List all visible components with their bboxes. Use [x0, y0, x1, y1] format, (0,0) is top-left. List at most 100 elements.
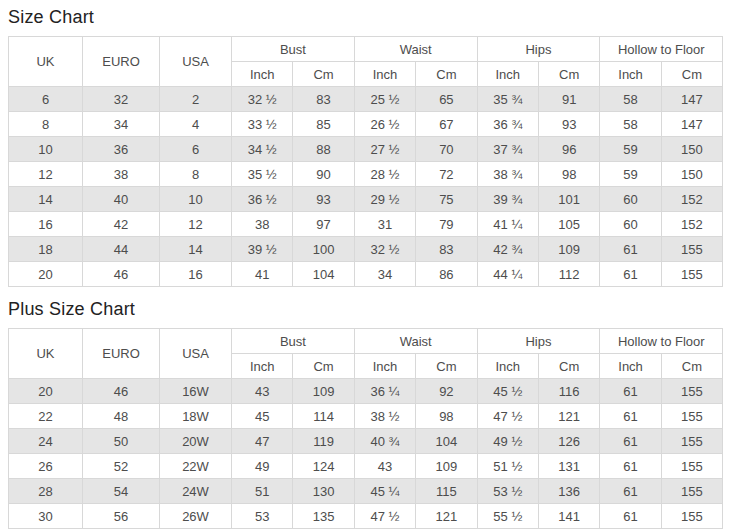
cell: 130 [293, 479, 354, 504]
cell: 20 [9, 262, 83, 287]
cell: 52 [83, 454, 160, 479]
cell: 90 [293, 162, 354, 187]
cell: 61 [600, 479, 661, 504]
table-row: 305626W5313547 ½12155 ½14161155 [9, 504, 723, 529]
cell: 27 ½ [354, 137, 415, 162]
cell: 141 [538, 504, 599, 529]
plus-size-chart-table: UKEUROUSABustWaistHipsHollow to FloorInc… [8, 328, 723, 529]
cell: 20 [9, 379, 83, 404]
cell: 41 [232, 262, 293, 287]
cell: 36 ½ [232, 187, 293, 212]
unit-header: Cm [661, 62, 722, 87]
cell: 47 [232, 429, 293, 454]
cell: 61 [600, 454, 661, 479]
cell: 22 [9, 404, 83, 429]
cell: 147 [661, 112, 722, 137]
table-row: 285424W5113045 ¼11553 ½13661155 [9, 479, 723, 504]
cell: 61 [600, 262, 661, 287]
cell: 67 [416, 112, 477, 137]
cell: 32 ½ [354, 237, 415, 262]
group-header: Bust [232, 37, 355, 62]
cell: 155 [661, 504, 722, 529]
cell: 147 [661, 87, 722, 112]
cell: 98 [538, 162, 599, 187]
cell: 26W [160, 504, 232, 529]
unit-header: Inch [477, 62, 538, 87]
table-row: 1642123897317941 ¼10560152 [9, 212, 723, 237]
cell: 29 ½ [354, 187, 415, 212]
table-row: 1036634 ½8827 ½7037 ¾9659150 [9, 137, 723, 162]
cell: 34 [83, 112, 160, 137]
cell: 93 [538, 112, 599, 137]
cell: 61 [600, 379, 661, 404]
cell: 10 [160, 187, 232, 212]
cell: 16 [9, 212, 83, 237]
cell: 83 [416, 237, 477, 262]
unit-header: Cm [538, 354, 599, 379]
cell: 12 [160, 212, 232, 237]
cell: 42 [83, 212, 160, 237]
cell: 92 [416, 379, 477, 404]
cell: 6 [9, 87, 83, 112]
plus-size-chart-section: Plus Size Chart UKEUROUSABustWaistHipsHo… [8, 298, 722, 529]
cell: 45 ½ [477, 379, 538, 404]
cell: 155 [661, 479, 722, 504]
cell: 152 [661, 187, 722, 212]
cell: 6 [160, 137, 232, 162]
cell: 34 [354, 262, 415, 287]
size-chart-table: UKEUROUSABustWaistHipsHollow to FloorInc… [8, 36, 723, 287]
table-body: 204616W4310936 ¼9245 ½11661155224818W451… [9, 379, 723, 529]
cell: 36 ¾ [477, 112, 538, 137]
group-header: Hips [477, 37, 600, 62]
cell: 104 [416, 429, 477, 454]
cell: 91 [538, 87, 599, 112]
cell: 96 [538, 137, 599, 162]
cell: 46 [83, 262, 160, 287]
cell: 124 [293, 454, 354, 479]
column-header: EURO [83, 329, 160, 379]
cell: 131 [538, 454, 599, 479]
cell: 45 ¼ [354, 479, 415, 504]
cell: 58 [600, 112, 661, 137]
cell: 54 [83, 479, 160, 504]
group-header: Waist [354, 37, 477, 62]
header-row-groups: UKEUROUSABustWaistHipsHollow to Floor [9, 329, 723, 354]
column-header: USA [160, 37, 232, 87]
cell: 49 [232, 454, 293, 479]
column-header: USA [160, 329, 232, 379]
cell: 104 [293, 262, 354, 287]
cell: 4 [160, 112, 232, 137]
cell: 43 [354, 454, 415, 479]
cell: 26 [9, 454, 83, 479]
cell: 12 [9, 162, 83, 187]
cell: 45 [232, 404, 293, 429]
cell: 51 [232, 479, 293, 504]
cell: 39 ¾ [477, 187, 538, 212]
cell: 109 [416, 454, 477, 479]
cell: 97 [293, 212, 354, 237]
cell: 44 [83, 237, 160, 262]
cell: 2 [160, 87, 232, 112]
header-row-groups: UKEUROUSABustWaistHipsHollow to Floor [9, 37, 723, 62]
cell: 16W [160, 379, 232, 404]
table-row: 204616W4310936 ¼9245 ½11661155 [9, 379, 723, 404]
cell: 49 ½ [477, 429, 538, 454]
cell: 121 [538, 404, 599, 429]
cell: 93 [293, 187, 354, 212]
cell: 85 [293, 112, 354, 137]
cell: 46 [83, 379, 160, 404]
cell: 109 [538, 237, 599, 262]
cell: 155 [661, 262, 722, 287]
cell: 88 [293, 137, 354, 162]
cell: 59 [600, 162, 661, 187]
cell: 35 ½ [232, 162, 293, 187]
unit-header: Cm [538, 62, 599, 87]
cell: 59 [600, 137, 661, 162]
unit-header: Cm [293, 62, 354, 87]
cell: 136 [538, 479, 599, 504]
cell: 114 [293, 404, 354, 429]
cell: 26 ½ [354, 112, 415, 137]
cell: 20W [160, 429, 232, 454]
cell: 16 [160, 262, 232, 287]
cell: 150 [661, 162, 722, 187]
